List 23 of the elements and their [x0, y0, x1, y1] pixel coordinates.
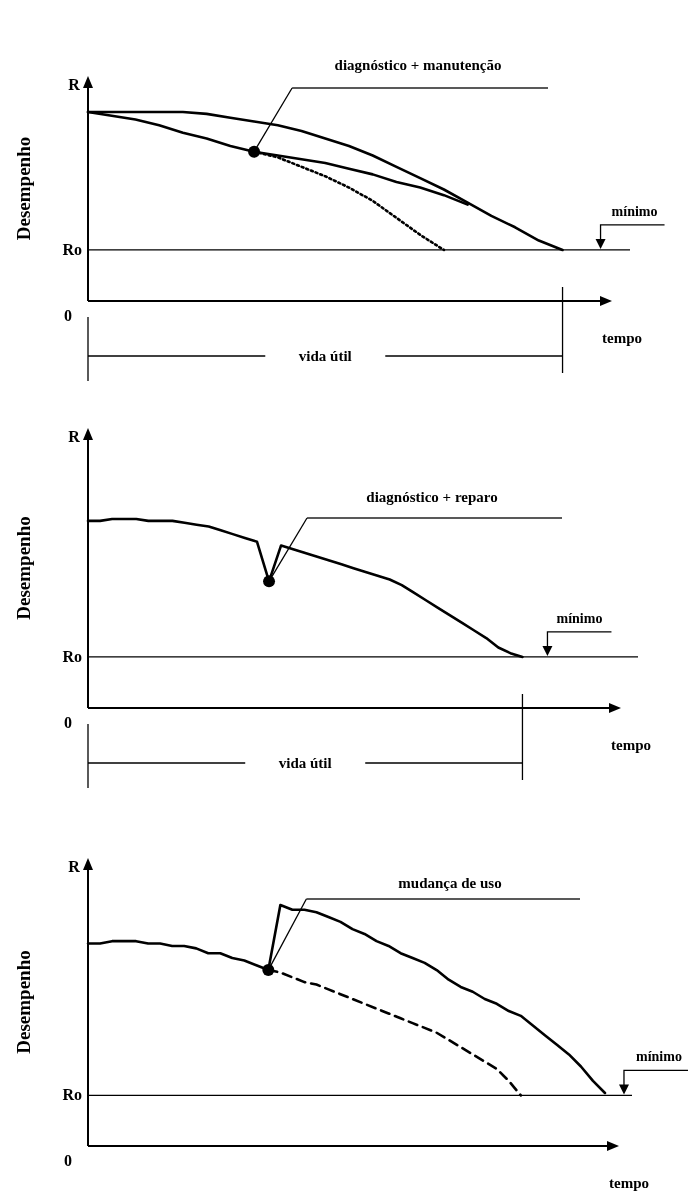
y-axis-title: Desempenho: [13, 950, 34, 1054]
text: vida útil: [278, 755, 332, 771]
text: R: [68, 428, 81, 445]
text: 0: [64, 714, 72, 731]
ref-line-label: Ro: [62, 1086, 82, 1104]
ref-line-label: Ro: [62, 240, 82, 258]
text: mudança de uso: [398, 875, 502, 891]
text: 0: [64, 1152, 72, 1169]
ref-line-label: Ro: [62, 647, 82, 665]
annotation: mínimo: [556, 610, 603, 626]
x-axis-title: tempo: [602, 330, 642, 346]
y-axis-title: Desempenho: [13, 136, 34, 241]
x-axis-title: tempo: [611, 737, 651, 753]
x-axis-title: tempo: [609, 1175, 649, 1191]
annotation: mínimo: [611, 203, 658, 219]
y-axis-title: Desempenho: [13, 516, 34, 620]
text: diagnóstico + reparo: [366, 489, 498, 505]
text: R: [68, 76, 81, 93]
text: R: [68, 858, 81, 875]
text: 0: [64, 307, 72, 324]
text: mínimo: [636, 1049, 682, 1065]
text: diagnóstico + manutenção: [334, 57, 502, 73]
text: vida útil: [298, 348, 352, 364]
